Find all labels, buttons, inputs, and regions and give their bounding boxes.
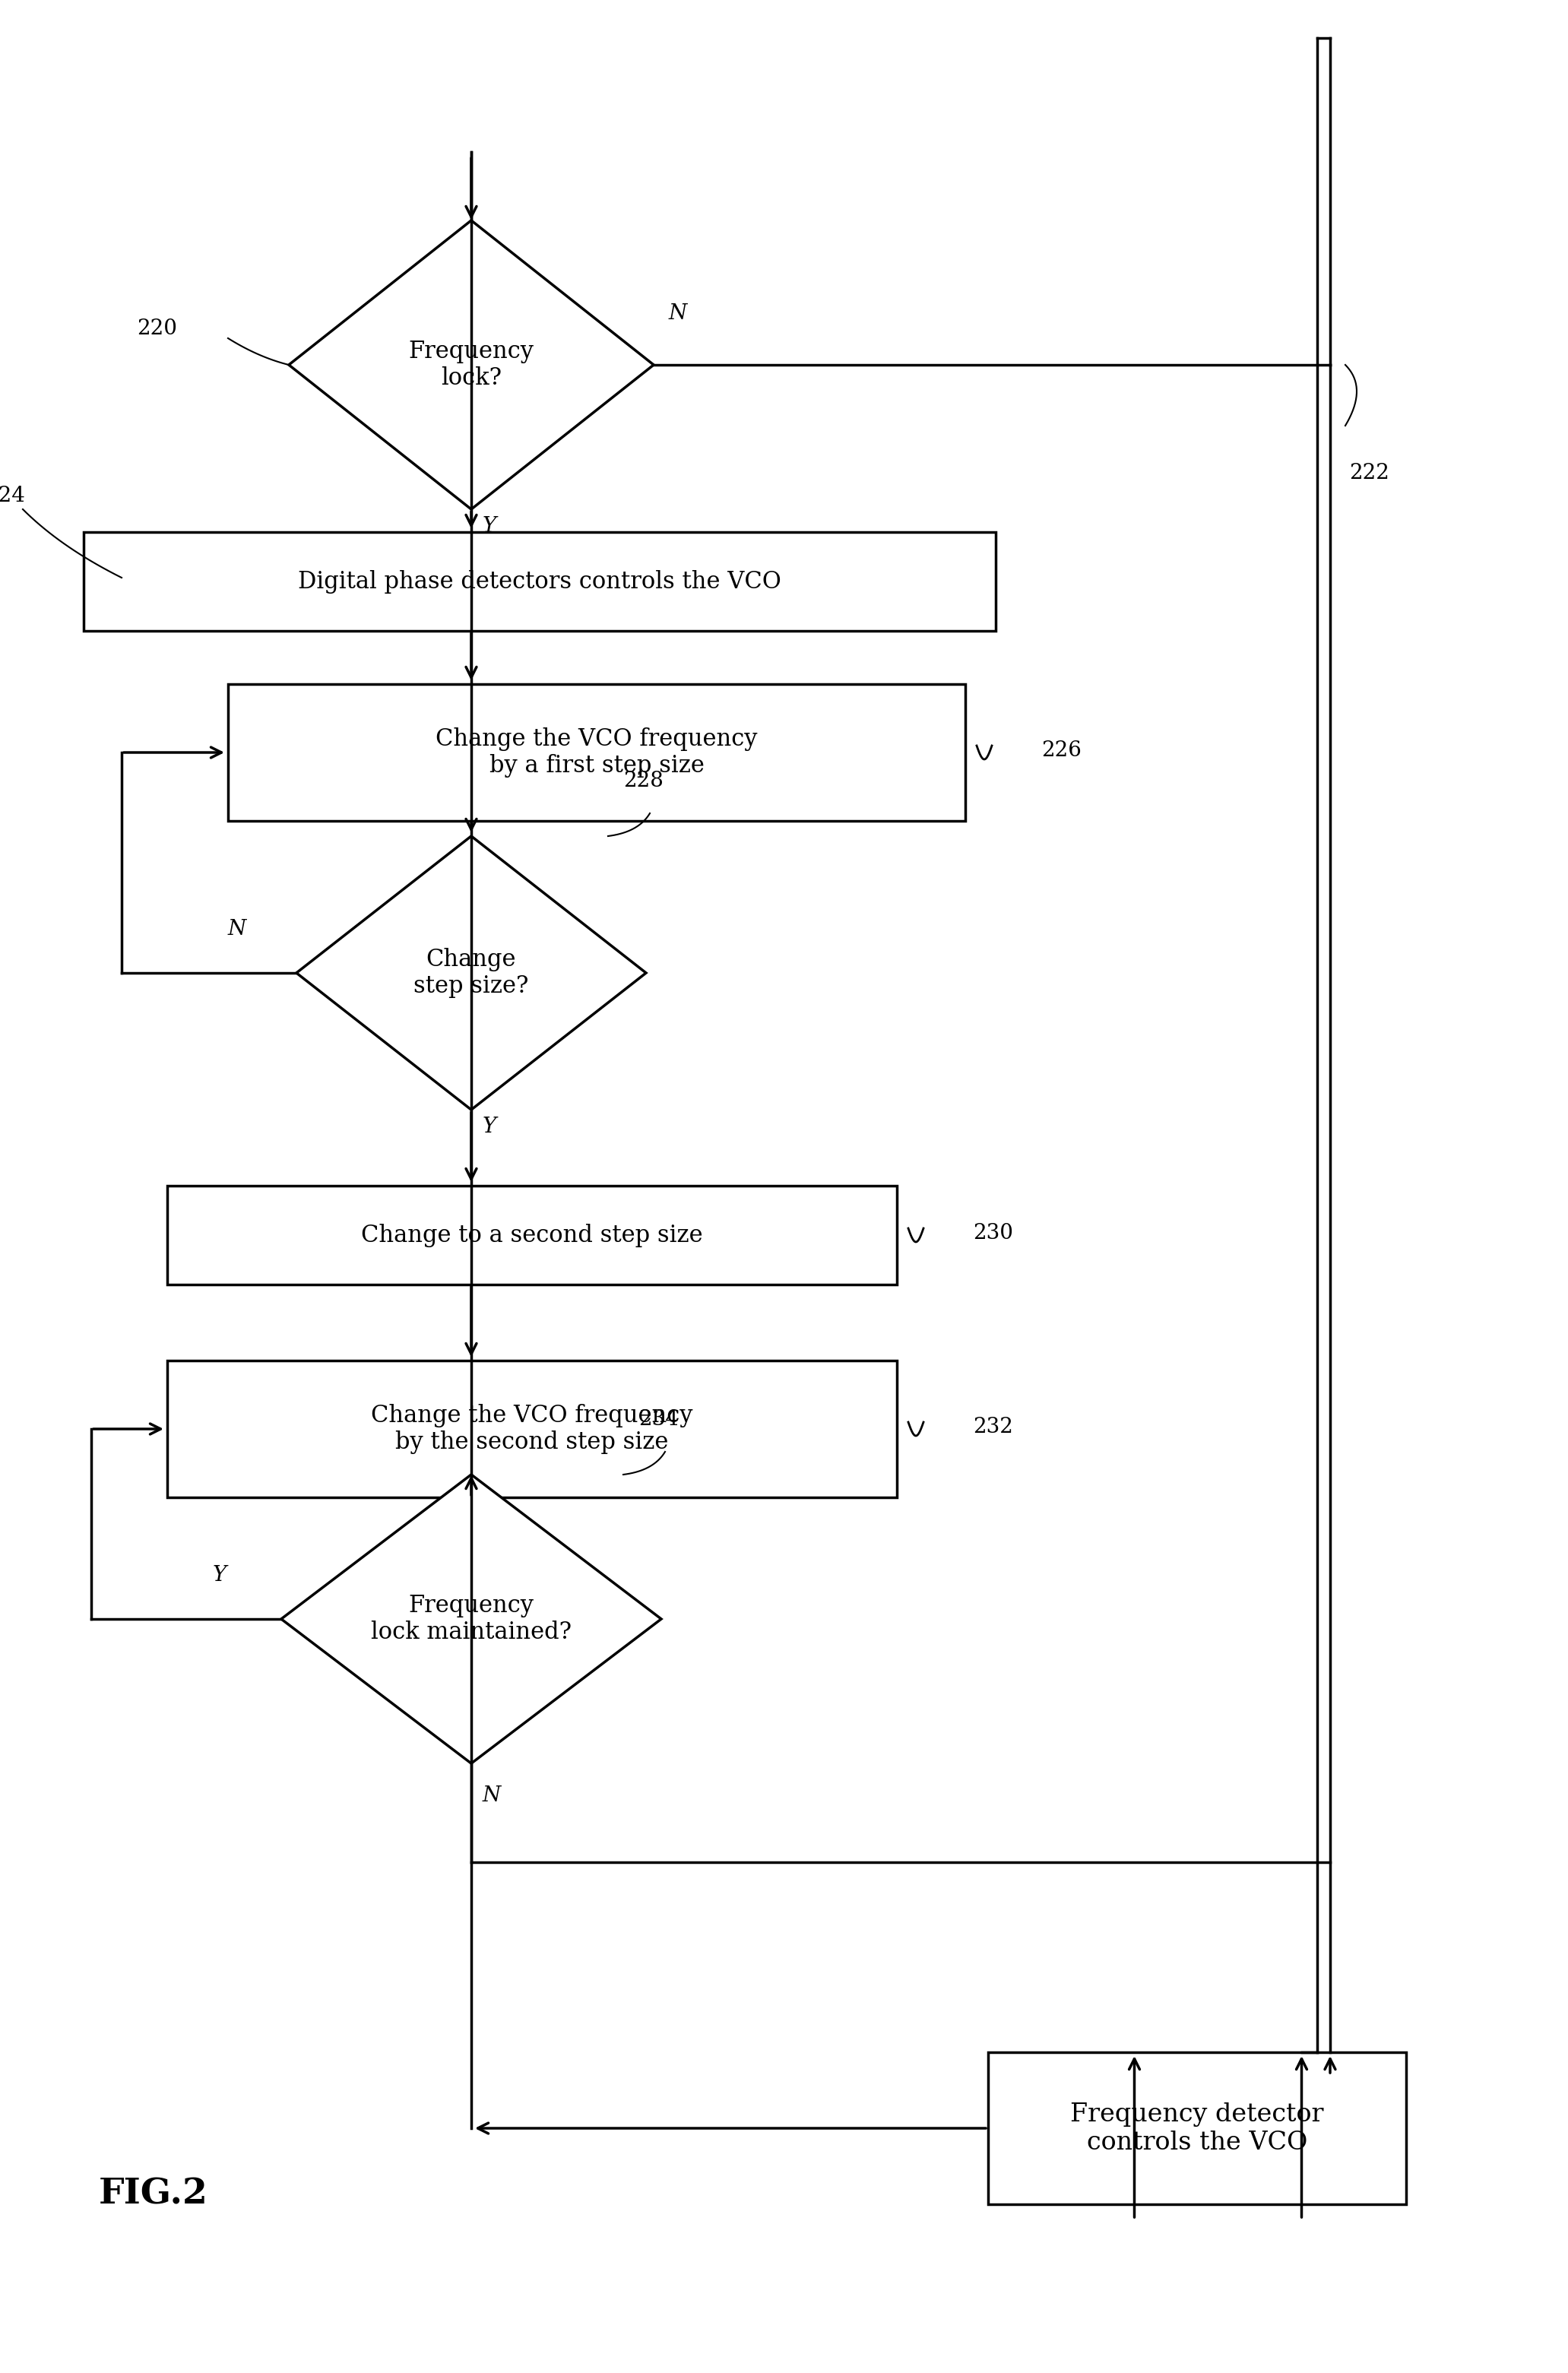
Bar [168,1186,897,1284]
Text: 230: 230 [972,1222,1013,1243]
Text: Change the VCO frequency
by a first step size: Change the VCO frequency by a first step… [436,726,757,778]
Text: 226: 226 [1041,740,1082,762]
Text: 232: 232 [972,1417,1013,1438]
Text: 234: 234 [638,1410,679,1429]
Polygon shape [296,835,646,1111]
Text: Y: Y [483,515,497,536]
Text: Y: Y [213,1566,227,1585]
Polygon shape [281,1474,662,1763]
Text: Y: Y [483,1118,497,1137]
Text: Digital phase detectors controls the VCO: Digital phase detectors controls the VCO [298,570,781,593]
Polygon shape [289,221,654,510]
Text: Change the VCO frequency
by the second step size: Change the VCO frequency by the second s… [372,1402,693,1455]
Bar [168,1360,897,1497]
Bar [988,2053,1406,2205]
Text: N: N [227,918,246,940]
Text: 220: 220 [136,318,177,339]
Text: Change to a second step size: Change to a second step size [361,1224,702,1246]
Bar [83,532,996,631]
Text: 224: 224 [0,486,25,505]
Text: FIG.2: FIG.2 [99,2176,209,2212]
Text: Frequency
lock?: Frequency lock? [409,339,535,389]
Bar [227,683,966,821]
Text: 228: 228 [622,771,663,790]
Text: N: N [670,304,687,323]
Text: Frequency detector
controls the VCO: Frequency detector controls the VCO [1071,2102,1323,2155]
Text: Change
step size?: Change step size? [414,947,528,999]
Text: 222: 222 [1348,463,1389,484]
Text: N: N [483,1784,502,1806]
Text: Frequency
lock maintained?: Frequency lock maintained? [372,1595,572,1644]
